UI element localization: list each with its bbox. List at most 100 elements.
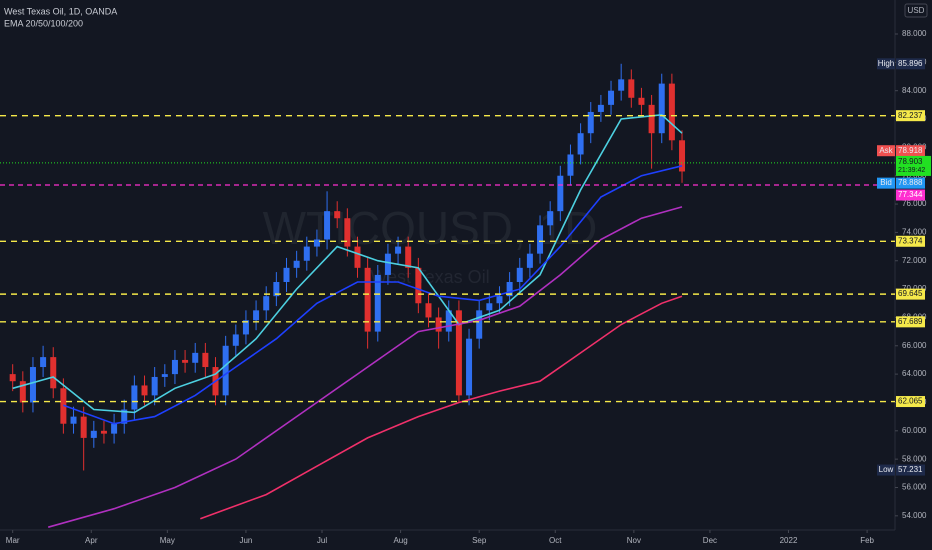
candle-body <box>435 317 442 332</box>
candle-body <box>29 367 36 403</box>
candle-body <box>476 310 483 339</box>
level-label: 69.645 <box>898 289 923 298</box>
price-tag: 78.888 <box>898 178 923 187</box>
y-tick-label: 58.000 <box>902 454 927 463</box>
y-tick-label: 66.000 <box>902 341 927 350</box>
tag-name-box <box>877 177 895 189</box>
candle-body <box>638 97 645 105</box>
level-label-box <box>896 316 925 328</box>
candle-body <box>628 79 635 98</box>
candle-body <box>679 140 686 172</box>
y-tick-label: 84.000 <box>902 86 927 95</box>
candle-body <box>151 376 158 396</box>
candle-body <box>526 253 533 268</box>
y-tick-label: 88.000 <box>902 29 927 38</box>
watermark-sub: West Texas Oil <box>370 267 489 287</box>
x-tick-label: May <box>160 536 175 545</box>
last-time: 21:39:42 <box>898 167 925 174</box>
tag-name: Low <box>879 465 894 474</box>
candle-body <box>19 381 26 403</box>
candle-body <box>202 352 209 368</box>
candle-body <box>597 104 604 112</box>
candle-body <box>324 211 331 240</box>
candle-body <box>455 310 462 396</box>
candle-body <box>648 104 655 134</box>
x-tick-label: Mar <box>6 536 20 545</box>
candle-body <box>334 211 341 219</box>
candle-body <box>658 83 665 134</box>
candle-body <box>466 338 473 396</box>
candle-body <box>263 296 270 311</box>
candle-body <box>303 246 310 261</box>
candle-body <box>354 246 361 268</box>
candle-body <box>131 385 138 410</box>
price-tag-box <box>896 177 925 189</box>
x-tick-label: Oct <box>549 536 562 545</box>
candle-body <box>577 133 584 155</box>
last-price: 78.903 <box>898 157 923 166</box>
x-tick-label: Jul <box>317 536 327 545</box>
candle-body <box>445 310 452 332</box>
candle-body <box>587 111 594 134</box>
y-tick-label: 56.000 <box>902 483 927 492</box>
candle-body <box>283 267 290 283</box>
candle-body <box>374 274 381 332</box>
tag-name: Bid <box>880 178 892 187</box>
candle-body <box>192 352 199 363</box>
currency: USD <box>908 6 925 15</box>
candle-body <box>405 246 412 268</box>
candle-body <box>364 267 371 332</box>
candle-body <box>100 430 107 434</box>
candle-body <box>141 385 148 396</box>
candle-body <box>506 282 513 297</box>
currency-box[interactable] <box>904 3 928 18</box>
candle-body <box>9 374 16 382</box>
candle-body <box>161 374 168 377</box>
x-tick-label: Feb <box>860 536 874 545</box>
indicator-label: EMA 20/50/100/200 <box>4 18 83 28</box>
x-tick-label: Dec <box>703 536 717 545</box>
tag-name: High <box>878 59 894 68</box>
candle-body <box>608 90 615 105</box>
last-price-box <box>896 155 931 176</box>
candle-body <box>273 282 280 297</box>
candle-body <box>313 239 320 247</box>
tag-name-box <box>877 464 895 476</box>
pivot-label-box <box>896 189 925 201</box>
x-tick-label: Aug <box>393 536 407 545</box>
x-tick-label: Nov <box>627 536 641 545</box>
level-label-box <box>896 288 925 300</box>
ema-line <box>12 113 683 414</box>
y-tick-label: 60.000 <box>902 426 927 435</box>
price-tag: 57.231 <box>898 465 923 474</box>
candle-body <box>50 357 57 389</box>
candle-body <box>668 83 675 141</box>
level-label-box <box>896 396 925 408</box>
candle-body <box>496 296 503 304</box>
level-label: 73.374 <box>898 236 923 245</box>
candle-body <box>253 310 260 321</box>
level-label: 62.065 <box>898 397 923 406</box>
y-tick-label: 74.000 <box>902 228 927 237</box>
tag-name-box <box>877 58 895 70</box>
chart-title: West Texas Oil, 1D, OANDA <box>4 6 117 16</box>
x-tick-label: Jun <box>239 536 252 545</box>
y-tick-label: 72.000 <box>902 256 927 265</box>
candle-body <box>90 430 97 438</box>
candle-body <box>70 416 77 424</box>
tag-name: Ask <box>879 146 893 155</box>
candle-body <box>242 320 249 335</box>
candle-body <box>384 253 391 275</box>
ema-line <box>47 206 683 528</box>
tag-name-box <box>877 145 895 157</box>
price-tag: 85.896 <box>898 59 923 68</box>
candle-body <box>395 246 402 254</box>
candle-body <box>537 225 544 254</box>
ema-line <box>63 165 683 425</box>
candle-body <box>516 267 523 283</box>
candle-body <box>80 416 87 438</box>
candle-body <box>344 218 351 247</box>
candle-body <box>547 211 554 226</box>
level-label: 82.237 <box>898 111 923 120</box>
